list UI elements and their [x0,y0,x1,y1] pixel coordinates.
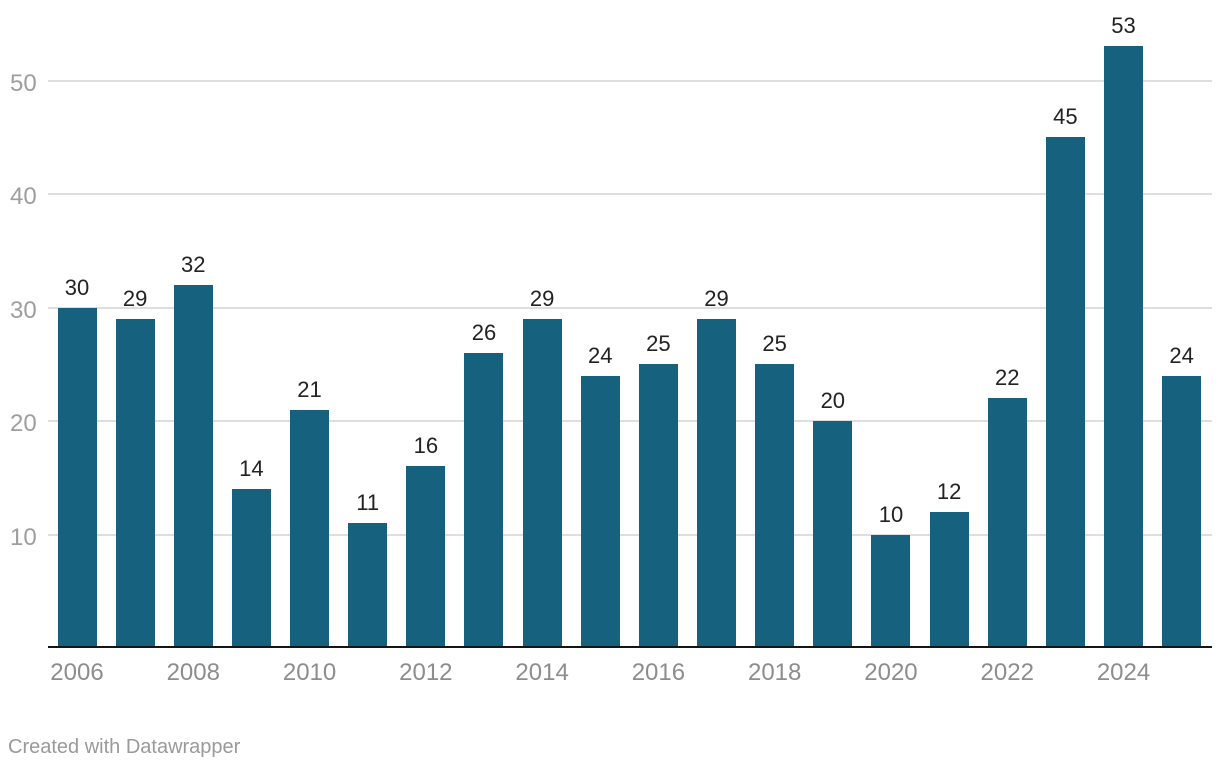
bar-2017[interactable] [697,318,737,648]
y-tick-label: 40 [10,183,37,210]
bar-value-label: 14 [239,456,264,482]
bar-value-label: 32 [181,251,206,277]
bar-2011[interactable] [348,523,388,648]
bar-value-label: 25 [646,331,671,357]
x-tick-label: 2020 [864,659,918,686]
x-tick-label: 2008 [166,659,220,686]
x-tick-label: 2016 [631,659,686,686]
bar-2024[interactable] [1104,46,1144,648]
bar-2019[interactable] [813,421,853,648]
bar-value-label: 11 [356,490,380,516]
gridline [48,420,1212,422]
bar-2014[interactable] [522,318,562,648]
bar-2010[interactable] [290,409,330,648]
bar-2020[interactable] [871,534,911,648]
bar-value-label: 12 [936,478,962,504]
bar-2018[interactable] [755,364,795,648]
bar-value-label: 53 [1111,13,1136,39]
bar-value-label: 29 [704,285,729,311]
x-tick-label: 2018 [747,659,802,686]
y-tick-label: 10 [10,523,37,551]
x-tick-label: 2024 [1096,659,1151,686]
x-tick-label: 2014 [515,659,569,686]
bar-value-label: 24 [1169,342,1194,368]
x-tick-label: 2006 [50,659,104,686]
bar-2006[interactable] [57,307,97,648]
bar-value-label: 24 [588,342,613,368]
bar-2025[interactable] [1162,375,1202,648]
bar-value-label: 10 [878,501,904,527]
bar-2013[interactable] [464,352,504,648]
datawrapper-attribution: Created with Datawrapper [8,736,241,758]
bar-value-label: 26 [471,319,497,345]
gridline [48,193,1212,195]
bar-value-label: 22 [994,365,1020,391]
gridline [48,79,1212,82]
bar-2012[interactable] [406,466,446,648]
bar-2008[interactable] [173,284,213,648]
bar-value-label: 21 [297,376,322,402]
x-tick-label: 2010 [282,659,337,686]
bar-value-label: 25 [762,331,787,357]
bar-value-label: 29 [122,285,148,311]
y-tick-label: 20 [10,410,37,437]
bar-2007[interactable] [115,318,155,648]
bar-2023[interactable] [1045,137,1085,648]
bar-value-label: 20 [820,388,846,413]
bar-chart: 10 20 30 40 50 30 29 32 14 21 11 16 26 29 24 25 29 25 20 1… [10,13,1212,686]
bar-value-label: 16 [413,433,439,459]
gridline [48,306,1212,309]
bar-value-label: 45 [1053,104,1078,130]
x-tick-label: 2022 [980,659,1034,686]
bar-2021[interactable] [929,511,969,648]
bar-2015[interactable] [580,375,620,648]
bar-2022[interactable] [987,398,1027,648]
x-axis-line [48,646,1212,648]
bar-value-label: 29 [529,285,555,311]
y-tick-label: 30 [10,296,37,324]
x-tick-label: 2012 [399,659,453,686]
bar-value-label: 30 [64,274,90,300]
y-tick-label: 50 [10,69,37,97]
gridline [48,533,1212,536]
bar-2009[interactable] [231,489,271,648]
bar-2016[interactable] [638,364,678,648]
